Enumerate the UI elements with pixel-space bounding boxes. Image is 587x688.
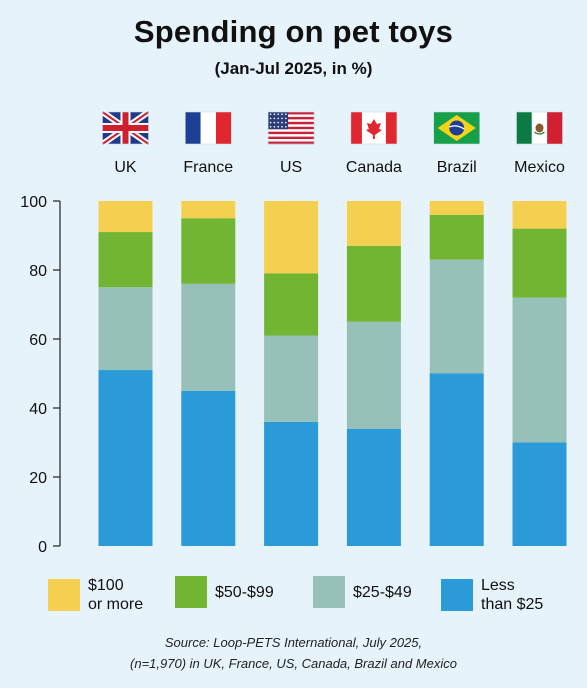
y-tick-label: 20 xyxy=(29,470,47,487)
y-tick-label: 80 xyxy=(29,263,47,280)
legend-swatch xyxy=(441,579,473,611)
bar-segment xyxy=(264,335,319,422)
us-flag-icon xyxy=(267,111,315,145)
legend-label: Less than $25 xyxy=(481,577,544,613)
legend-label: $50-$99 xyxy=(215,583,274,601)
bar-segment xyxy=(429,201,484,215)
bar-segment xyxy=(264,421,319,546)
bar-segment xyxy=(181,390,236,546)
bar-segment xyxy=(346,245,401,322)
bar-segment xyxy=(512,442,567,546)
legend-item-100-or-more: $100 or more xyxy=(48,576,143,614)
legend-item-50-99: $50-$99 xyxy=(175,576,274,608)
legend-swatch xyxy=(313,576,345,608)
source-line-2: (n=1,970) in UK, France, US, Canada, Bra… xyxy=(130,656,457,671)
source-line-1: Source: Loop-PETS International, July 20… xyxy=(164,635,423,650)
x-category-label: Canada xyxy=(346,159,402,176)
legend-swatch xyxy=(175,576,207,608)
stacked-bar-chart: 0 20 40 60 80 100 UK France US Canada Brazil Mexico xyxy=(20,109,567,556)
bar-segment xyxy=(98,232,153,288)
bar-segment xyxy=(512,297,567,443)
bar-segment xyxy=(429,214,484,260)
y-tick-label: 40 xyxy=(29,401,47,418)
bar-segment xyxy=(346,321,401,429)
legend-label: $100 or more xyxy=(88,577,144,613)
brazil-flag-icon xyxy=(433,111,481,145)
mexico-flag-icon xyxy=(516,111,563,145)
legend-label: $25-$49 xyxy=(353,583,412,601)
bar-segment xyxy=(512,201,567,229)
chart-subtitle: (Jan-Jul 2025, in %) xyxy=(214,59,373,78)
bar-segment xyxy=(264,273,319,336)
x-category-label: US xyxy=(280,159,302,176)
x-category-label: UK xyxy=(114,159,137,176)
bar-segment xyxy=(512,228,567,298)
legend-item-less-than-25: Less than $25 xyxy=(441,576,543,614)
y-tick-label: 100 xyxy=(20,194,47,211)
bar-segment xyxy=(181,218,236,284)
x-category-label: Brazil xyxy=(437,159,477,176)
x-category-label: France xyxy=(183,159,233,176)
legend-item-25-49: $25-$49 xyxy=(313,576,412,608)
bar-segment xyxy=(264,201,319,274)
uk-flag-icon xyxy=(100,109,151,147)
bar-segment xyxy=(181,201,236,219)
canada-flag-icon xyxy=(350,111,398,145)
y-tick-label: 0 xyxy=(38,539,47,556)
bar-segment xyxy=(181,283,236,391)
bar-segment xyxy=(346,428,401,546)
y-tick-label: 60 xyxy=(29,332,47,349)
bar-segment xyxy=(98,287,153,371)
france-flag-icon xyxy=(185,111,232,145)
chart-title: Spending on pet toys xyxy=(133,14,454,49)
x-category-label: Mexico xyxy=(514,159,565,176)
bar-segment xyxy=(346,201,401,246)
bar-segment xyxy=(429,259,484,374)
bar-segment xyxy=(98,201,153,233)
legend-swatch xyxy=(48,579,80,611)
bar-segment xyxy=(429,373,484,546)
bar-segment xyxy=(98,370,153,546)
source-note: Source: Loop-PETS International, July 20… xyxy=(0,632,587,674)
